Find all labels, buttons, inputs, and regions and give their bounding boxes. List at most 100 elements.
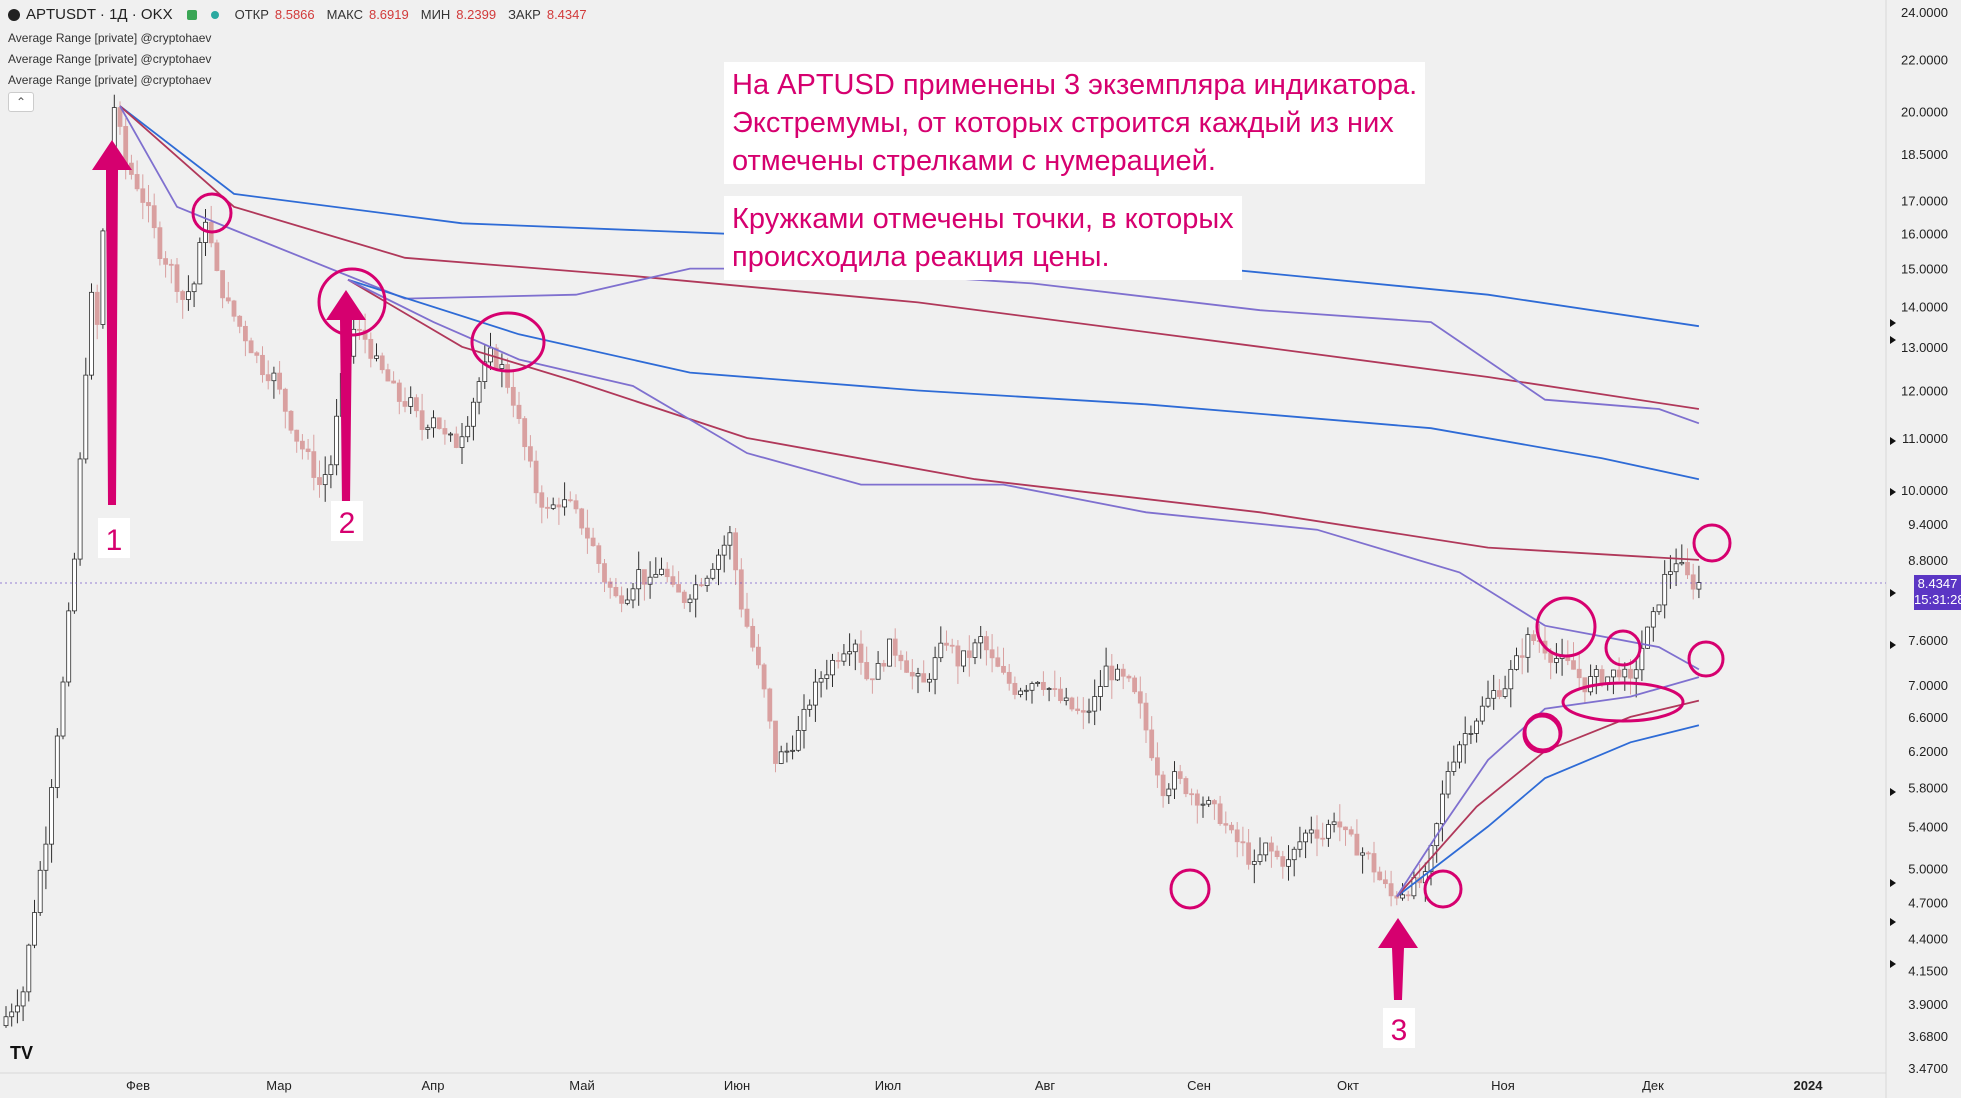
candle-body xyxy=(453,433,459,448)
candle-body xyxy=(710,568,716,579)
candle-body xyxy=(1571,660,1576,670)
candle-body xyxy=(659,568,664,575)
candle-body xyxy=(528,446,533,462)
candle-body xyxy=(1554,658,1559,663)
tradingview-logo[interactable]: TV xyxy=(10,1043,34,1063)
axis-marker-icon xyxy=(1890,589,1896,597)
candle-body xyxy=(556,504,562,508)
high-label: МАКС xyxy=(326,7,363,22)
indicator-legend-3[interactable]: Average Range [private] @cryptohaev xyxy=(8,73,212,87)
candle-body xyxy=(1508,668,1514,690)
candle-body xyxy=(847,651,852,655)
candle-body xyxy=(801,708,807,731)
candle-body xyxy=(716,554,721,570)
candle-body xyxy=(1080,710,1086,713)
candle-body xyxy=(94,291,100,325)
candle-body xyxy=(1041,681,1046,690)
reaction-circle xyxy=(1687,640,1725,678)
candle-body xyxy=(1371,853,1377,873)
candle-body xyxy=(237,315,243,327)
x-tick-label: Окт xyxy=(1337,1078,1359,1093)
candle-body xyxy=(773,720,778,764)
candle-body xyxy=(1388,883,1394,897)
y-tick-label: 18.5000 xyxy=(1901,147,1948,162)
candle-body xyxy=(1690,574,1696,590)
candle-body xyxy=(664,568,670,578)
candle-body xyxy=(1525,634,1531,658)
candle-body xyxy=(949,644,955,647)
y-tick-label: 8.8000 xyxy=(1908,553,1948,568)
candle-body xyxy=(642,569,647,585)
candle-body xyxy=(322,474,328,486)
candle-body xyxy=(3,1016,9,1027)
candle-body xyxy=(72,558,77,612)
candle-body xyxy=(1120,668,1126,677)
band-2-blue-line xyxy=(347,278,1700,481)
candle-body xyxy=(1628,668,1633,679)
candle-body xyxy=(1611,669,1616,678)
axis-marker-icon xyxy=(1890,641,1896,649)
candle-body xyxy=(1291,848,1297,861)
symbol-title[interactable]: APTUSDT · 1Д · OKX xyxy=(26,6,173,23)
candle-body xyxy=(647,576,653,585)
candle-body xyxy=(1189,793,1194,796)
reaction-circle xyxy=(191,192,233,234)
candle-body xyxy=(927,678,932,683)
candle-body xyxy=(379,355,385,371)
candle-body xyxy=(408,397,414,407)
y-tick-label: 5.8000 xyxy=(1908,780,1948,795)
candle-body xyxy=(1240,841,1246,844)
candle-body xyxy=(1246,842,1251,865)
collapse-legend-button[interactable]: ⌃ xyxy=(8,92,34,112)
note1-line-3: отмечены стрелками с нумерацией. xyxy=(732,145,1216,177)
candle-body xyxy=(1400,894,1405,899)
candle-body xyxy=(510,386,516,406)
candle-body xyxy=(54,735,60,788)
candle-body xyxy=(1046,688,1052,690)
candle-body xyxy=(818,678,824,683)
candle-body xyxy=(1468,732,1474,735)
candle-body xyxy=(984,636,989,651)
candle-body xyxy=(1622,668,1628,678)
candle-body xyxy=(887,638,892,667)
indicator-legend-1[interactable]: Average Range [private] @cryptohaev xyxy=(8,31,212,45)
candle-body xyxy=(1052,688,1058,690)
candle-body xyxy=(1303,832,1308,843)
y-tick-label: 17.0000 xyxy=(1901,193,1948,208)
candle-body xyxy=(282,388,288,412)
candle-body xyxy=(14,1005,20,1013)
candle-body xyxy=(1166,788,1172,797)
candle-body xyxy=(767,688,773,722)
low-label: МИН xyxy=(420,7,451,22)
last-price-badge: 8.4347 15:31:28 xyxy=(1914,575,1961,610)
indicator-legend-2[interactable]: Average Range [private] @cryptohaev xyxy=(8,52,212,66)
candle-body xyxy=(795,730,801,751)
candle-body xyxy=(1035,681,1041,684)
candle-body xyxy=(1234,829,1240,843)
candle-body xyxy=(858,643,864,663)
candle-body xyxy=(100,230,106,325)
candle-body xyxy=(260,354,265,376)
y-tick-label: 5.0000 xyxy=(1908,862,1948,877)
candle-body xyxy=(1331,821,1337,825)
candle-body xyxy=(49,787,54,845)
candle-body xyxy=(585,527,590,539)
y-tick-label: 3.4700 xyxy=(1908,1061,1948,1076)
candle-body xyxy=(1685,562,1690,576)
candle-body xyxy=(1616,669,1622,678)
candle-body xyxy=(220,270,226,299)
candle-body xyxy=(1519,655,1525,658)
reaction-circle xyxy=(1604,629,1642,667)
candle-body xyxy=(835,660,841,662)
candle-body xyxy=(596,545,602,564)
candle-body xyxy=(1075,708,1080,711)
axis-marker-icon xyxy=(1890,319,1896,327)
candle-body xyxy=(761,664,767,690)
candle-body xyxy=(1497,690,1502,697)
candle-body xyxy=(699,584,704,587)
candle-body xyxy=(402,401,408,407)
candle-timer: 15:31:28 xyxy=(1914,592,1961,607)
low-value: 8.2399 xyxy=(456,7,497,22)
candle-body xyxy=(83,374,89,460)
